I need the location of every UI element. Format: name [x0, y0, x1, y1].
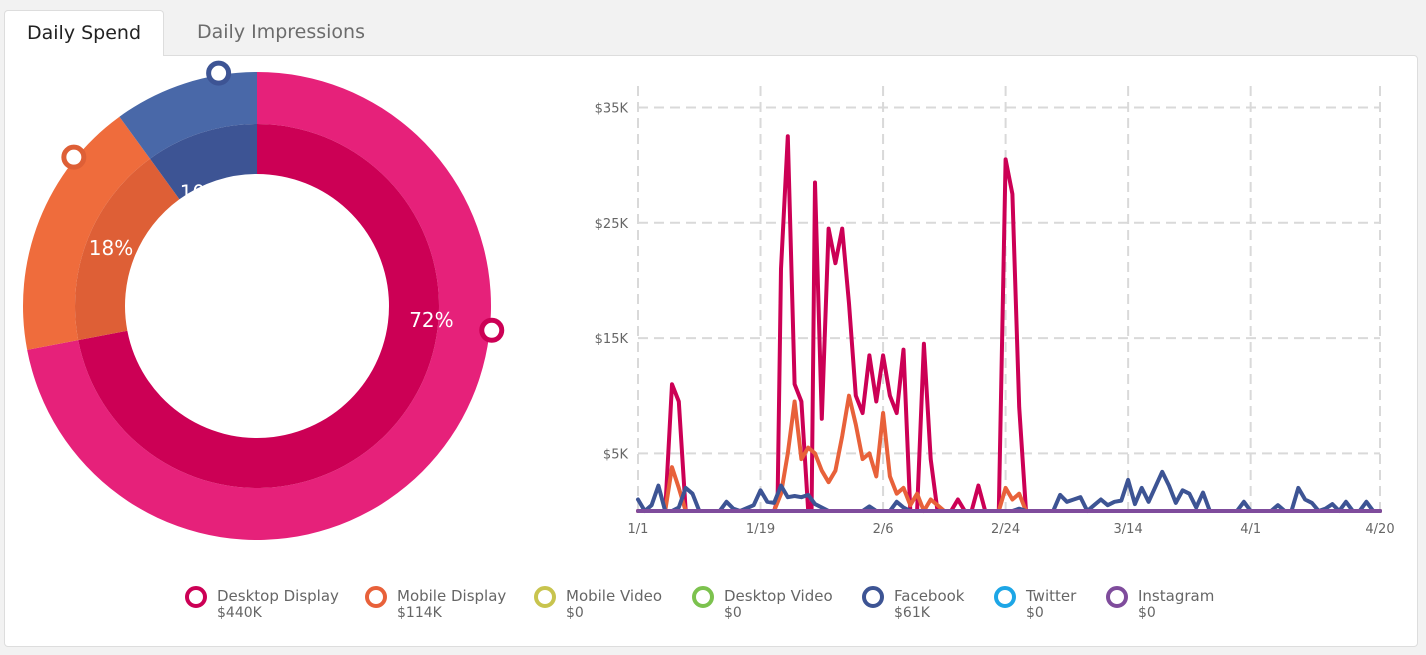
- legend-label: Mobile Video: [566, 587, 662, 605]
- x-tick-label: 3/14: [1114, 522, 1143, 537]
- series-line-desktop-display[interactable]: [636, 134, 1382, 513]
- x-tick-label: 2/24: [991, 522, 1020, 537]
- desktop-display-ring-icon: [185, 586, 207, 608]
- x-tick-label: 1/1: [628, 522, 649, 537]
- tab-daily-spend[interactable]: Daily Spend: [4, 10, 164, 56]
- legend-label: Desktop Video: [724, 587, 833, 605]
- x-tick-label: 1/19: [746, 522, 775, 537]
- donut-slice-inner-mobile-display[interactable]: [74, 158, 180, 341]
- legend-label: Twitter: [1026, 587, 1077, 605]
- y-tick-label: $35K: [595, 102, 629, 117]
- x-tick-label: 2/6: [873, 522, 894, 537]
- facebook-ring-icon: [862, 586, 884, 608]
- legend-label: Instagram: [1138, 587, 1215, 605]
- legend-value: $114K: [397, 605, 442, 621]
- donut-marker-desktop-display[interactable]: [479, 317, 505, 343]
- legend-value: $0: [724, 605, 742, 621]
- legend-label: Desktop Display: [217, 587, 339, 605]
- donut-slice-inner-facebook[interactable]: [150, 124, 257, 200]
- donut-label-facebook: 10%: [180, 181, 224, 205]
- legend-value: $0: [1026, 605, 1044, 621]
- legend-value: $440K: [217, 605, 262, 621]
- tab-bar: Daily Spend Daily Impressions: [0, 0, 1426, 56]
- twitter-ring-icon: [994, 586, 1016, 608]
- x-tick-label: 4/20: [1365, 522, 1394, 537]
- legend-label: Facebook: [894, 587, 965, 605]
- donut-chart: 72% 18% 10%: [22, 60, 505, 540]
- y-tick-label: $15K: [595, 332, 629, 347]
- legend-value: $0: [1138, 605, 1156, 621]
- donut-marker-facebook[interactable]: [206, 60, 232, 86]
- donut-slice-outer-mobile-display[interactable]: [22, 116, 151, 350]
- mobile-display-ring-icon: [365, 586, 387, 608]
- legend-value: $0: [566, 605, 584, 621]
- desktop-video-ring-icon: [692, 586, 714, 608]
- y-tick-label: $25K: [595, 217, 629, 232]
- donut-label-desktop-display: 72%: [409, 308, 453, 332]
- legend-value: $61K: [894, 605, 930, 621]
- y-tick-label: $5K: [603, 447, 629, 462]
- legend-label: Mobile Display: [397, 587, 507, 605]
- donut-slice-outer-facebook[interactable]: [119, 72, 257, 159]
- legend: Desktop Display $440K Mobile Display $11…: [0, 585, 1426, 625]
- mobile-video-ring-icon: [534, 586, 556, 608]
- line-chart: $35K $25K $15K $5K 1/1 1/19 2/6 2/24 3/14 4/1 4/20: [595, 86, 1395, 537]
- x-tick-label: 4/1: [1240, 522, 1261, 537]
- donut-marker-mobile-display[interactable]: [61, 144, 87, 170]
- donut-label-mobile-display: 18%: [89, 236, 133, 260]
- tab-daily-impressions[interactable]: Daily Impressions: [196, 21, 365, 43]
- instagram-ring-icon: [1106, 586, 1128, 608]
